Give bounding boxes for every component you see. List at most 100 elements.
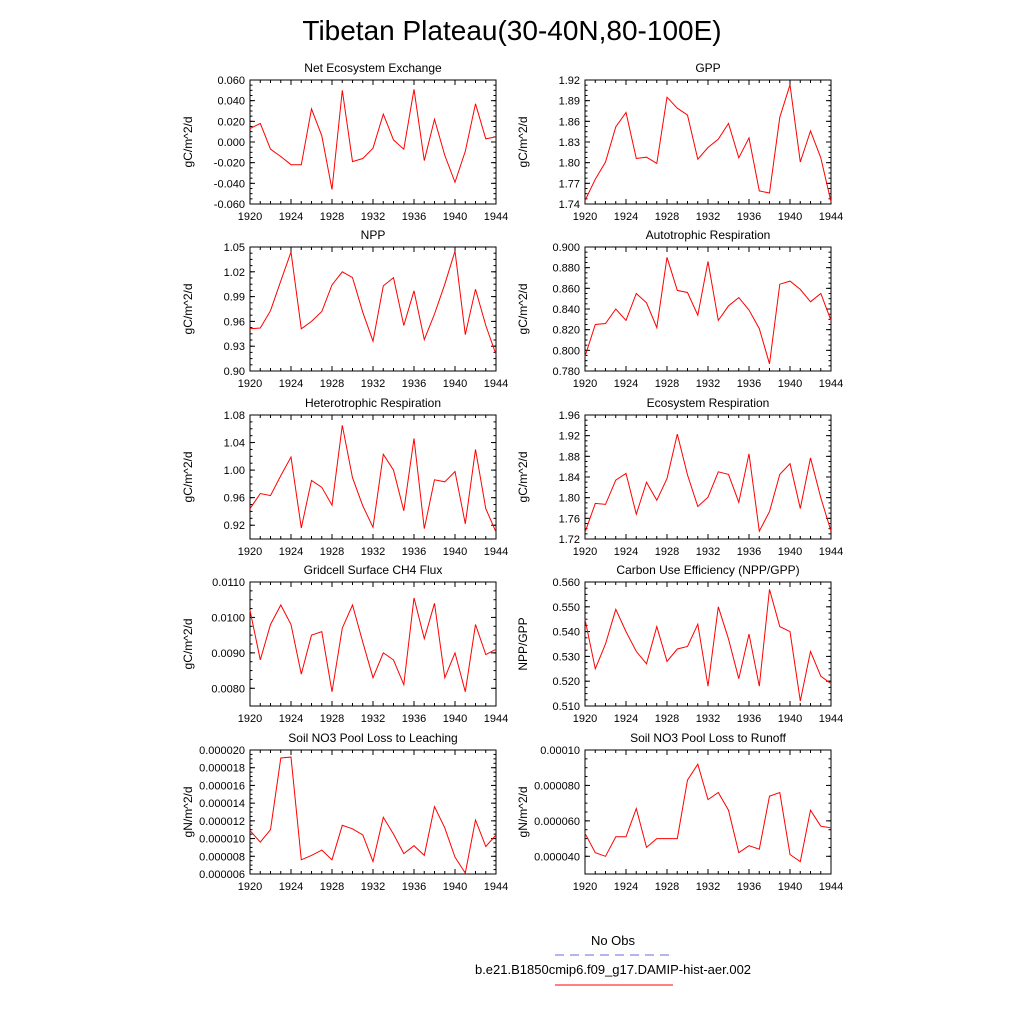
y-tick-label: 0.540 bbox=[552, 627, 580, 639]
x-tick-label: 1924 bbox=[614, 378, 638, 390]
y-tick-label: 0.96 bbox=[224, 493, 245, 505]
x-tick-label: 1924 bbox=[279, 378, 303, 390]
x-tick-label: 1944 bbox=[819, 713, 843, 725]
chart-title: Soil NO3 Pool Loss to Runoff bbox=[630, 731, 787, 745]
y-tick-label: 0.020 bbox=[217, 116, 245, 128]
y-tick-label: 0.860 bbox=[552, 283, 580, 295]
series-line bbox=[584, 589, 832, 702]
page-title: Tibetan Plateau(30-40N,80-100E) bbox=[302, 15, 721, 46]
plot-frame bbox=[584, 581, 832, 707]
y-axis-label: NPP/GPP bbox=[516, 617, 530, 670]
y-tick-label: 0.96 bbox=[224, 316, 245, 328]
x-tick-label: 1932 bbox=[696, 378, 720, 390]
x-tick-label: 1940 bbox=[778, 546, 802, 558]
y-tick-label: 0.00010 bbox=[540, 745, 580, 757]
y-tick-label: 0.840 bbox=[552, 304, 580, 316]
plot-frame bbox=[249, 749, 497, 875]
x-tick-label: 1944 bbox=[484, 713, 508, 725]
x-tick-label: 1928 bbox=[655, 378, 679, 390]
y-axis-label: gC/m^2/d bbox=[181, 117, 195, 168]
y-tick-label: 1.08 bbox=[224, 410, 245, 422]
chart-panel-8: Carbon Use Efficiency (NPP/GPP) 1920 1924 1… bbox=[516, 563, 843, 725]
plot-frame bbox=[584, 79, 832, 205]
chart-panel-4: Autotrophic Respiration 1920 1924 1928 1932 1… bbox=[516, 228, 843, 390]
x-tick-label: 1924 bbox=[614, 881, 638, 893]
x-tick-label: 1936 bbox=[402, 378, 426, 390]
chart-panel-5: Heterotrophic Respiration 1920 1924 1928 193… bbox=[181, 396, 508, 558]
x-tick-label: 1928 bbox=[655, 713, 679, 725]
y-tick-label: 0.0090 bbox=[211, 648, 245, 660]
plot-frame bbox=[249, 246, 497, 372]
y-tick-label: 0.800 bbox=[552, 345, 580, 357]
y-tick-label: 0.000 bbox=[217, 137, 245, 149]
y-tick-label: 0.000080 bbox=[534, 780, 580, 792]
x-tick-label: 1936 bbox=[402, 211, 426, 223]
x-tick-label: 1920 bbox=[573, 378, 597, 390]
y-tick-label: 0.90 bbox=[224, 366, 245, 378]
x-tick-label: 1940 bbox=[778, 378, 802, 390]
y-tick-label: -0.040 bbox=[214, 178, 245, 190]
legend-model-label: b.e21.B1850cmip6.f09_g17.DAMIP-hist-aer.… bbox=[475, 962, 751, 977]
y-axis-label: gC/m^2/d bbox=[516, 284, 530, 335]
x-tick-label: 1924 bbox=[279, 546, 303, 558]
plot-frame bbox=[249, 79, 497, 205]
y-tick-label: 0.780 bbox=[552, 366, 580, 378]
series-line bbox=[584, 433, 832, 533]
y-tick-label: 0.0110 bbox=[212, 577, 245, 589]
x-tick-label: 1920 bbox=[573, 546, 597, 558]
x-tick-label: 1940 bbox=[443, 713, 467, 725]
y-tick-label: 0.99 bbox=[224, 292, 245, 304]
y-tick-label: 1.92 bbox=[559, 75, 580, 87]
series-line bbox=[584, 257, 832, 364]
chart-title: Gridcell Surface CH4 Flux bbox=[304, 563, 443, 577]
x-tick-label: 1936 bbox=[402, 546, 426, 558]
y-tick-label: 1.02 bbox=[224, 267, 245, 279]
plot-frame bbox=[584, 749, 832, 875]
y-tick-label: 0.520 bbox=[552, 676, 580, 688]
y-tick-label: 1.05 bbox=[224, 242, 245, 254]
chart-panel-10: Soil NO3 Pool Loss to Runoff 1920 1924 1928… bbox=[516, 731, 843, 893]
y-axis-label: gC/m^2/d bbox=[181, 284, 195, 335]
y-tick-label: 0.000060 bbox=[534, 816, 580, 828]
x-tick-label: 1928 bbox=[320, 211, 344, 223]
x-tick-label: 1940 bbox=[778, 211, 802, 223]
y-tick-label: 1.74 bbox=[559, 199, 580, 211]
x-tick-label: 1924 bbox=[614, 713, 638, 725]
y-tick-label: 0.0100 bbox=[211, 612, 245, 624]
chart-panel-1: Net Ecosystem Exchange 1920 1924 1928 1932 19… bbox=[181, 61, 508, 223]
x-tick-label: 1940 bbox=[778, 881, 802, 893]
x-tick-label: 1924 bbox=[279, 713, 303, 725]
y-tick-label: 0.820 bbox=[552, 325, 580, 337]
plot-frame bbox=[584, 246, 832, 372]
chart-title: Ecosystem Respiration bbox=[647, 396, 770, 410]
series-line bbox=[249, 756, 497, 875]
y-tick-label: 0.510 bbox=[552, 701, 580, 713]
x-tick-label: 1944 bbox=[819, 881, 843, 893]
legend: No Obs b.e21.B1850cmip6.f09_g17.DAMIP-hi… bbox=[475, 933, 751, 986]
y-tick-label: -0.060 bbox=[214, 199, 245, 211]
y-tick-label: 0.060 bbox=[217, 75, 245, 87]
y-tick-label: 1.88 bbox=[559, 451, 580, 463]
x-tick-label: 1944 bbox=[484, 881, 508, 893]
x-tick-label: 1920 bbox=[238, 211, 262, 223]
series-line bbox=[249, 250, 497, 355]
chart-title: GPP bbox=[695, 61, 720, 75]
x-tick-label: 1936 bbox=[737, 378, 761, 390]
y-tick-label: 0.040 bbox=[217, 96, 245, 108]
chart-panel-7: Gridcell Surface CH4 Flux 1920 1924 1928 193… bbox=[181, 563, 508, 725]
x-tick-label: 1924 bbox=[614, 546, 638, 558]
y-axis-label: gN/m^2/d bbox=[516, 787, 530, 838]
chart-panel-9: Soil NO3 Pool Loss to Leaching 1920 1924 19… bbox=[181, 731, 508, 893]
y-tick-label: 0.550 bbox=[552, 602, 580, 614]
chart-title: Net Ecosystem Exchange bbox=[304, 61, 442, 75]
y-tick-label: 1.00 bbox=[224, 465, 245, 477]
y-tick-label: 0.93 bbox=[224, 341, 245, 353]
x-tick-label: 1920 bbox=[238, 713, 262, 725]
y-tick-label: 0.000018 bbox=[199, 763, 245, 775]
y-axis-label: gC/m^2/d bbox=[181, 619, 195, 670]
y-tick-label: 0.000012 bbox=[199, 816, 245, 828]
x-tick-label: 1944 bbox=[484, 546, 508, 558]
y-tick-label: 1.72 bbox=[559, 534, 580, 546]
series-line bbox=[249, 425, 497, 533]
